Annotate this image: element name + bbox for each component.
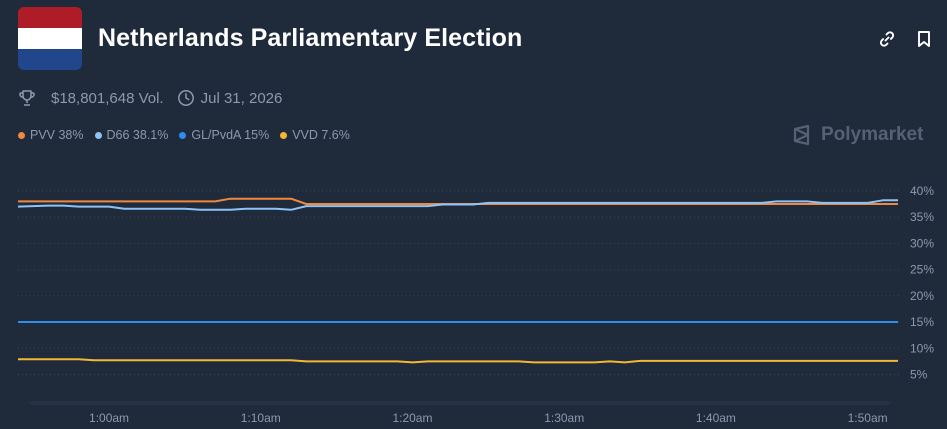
flag-stripe-red xyxy=(18,7,82,28)
clock-icon xyxy=(177,89,195,107)
legend-label: PVV 38% xyxy=(30,128,84,142)
legend-label: VVD 7.6% xyxy=(292,128,350,142)
polymarket-brand: Polymarket xyxy=(791,124,923,146)
x-tick-label: 1:40am xyxy=(696,411,736,425)
legend-dot xyxy=(179,131,187,139)
series-line-vvd xyxy=(18,358,898,364)
end-date-text: Jul 31, 2026 xyxy=(200,89,283,107)
y-tick-label: 25% xyxy=(910,263,934,277)
flag-stripe-white xyxy=(18,28,82,49)
y-tick-label: 20% xyxy=(910,289,934,303)
y-tick-label: 40% xyxy=(910,184,934,198)
chart-scrollbar[interactable] xyxy=(30,401,890,405)
y-axis-ticks: 40% 35% 30% 25% 20% 15% 10% 5% xyxy=(910,184,934,382)
series-line-d66 xyxy=(17,199,898,211)
x-axis-ticks: 1:00am 1:10am 1:20am 1:30am 1:40am 1:50am xyxy=(89,411,888,425)
legend-dot xyxy=(94,131,102,139)
x-tick-label: 1:10am xyxy=(241,411,281,425)
x-tick-label: 1:30am xyxy=(544,411,584,425)
y-tick-label: 35% xyxy=(910,210,934,224)
legend-item-d66: D66 38.1% xyxy=(94,128,169,142)
page-title: Netherlands Parliamentary Election xyxy=(98,24,523,52)
volume-text: $18,801,648 Vol. xyxy=(51,89,164,107)
legend-item-vvd: VVD 7.6% xyxy=(280,128,350,142)
y-tick-label: 30% xyxy=(910,236,934,250)
market-meta: $18,801,648 Vol. Jul 31, 2026 xyxy=(18,88,282,108)
legend-label: GL/PvdA 15% xyxy=(191,128,270,142)
legend-dot xyxy=(280,131,288,139)
flag-stripe-blue xyxy=(18,49,82,70)
trophy-icon xyxy=(18,89,36,107)
bookmark-icon[interactable] xyxy=(914,29,934,49)
x-tick-label: 1:50am xyxy=(848,411,888,425)
legend-item-pvv: PVV 38% xyxy=(18,128,84,142)
chart-grid xyxy=(18,190,900,376)
polymarket-logo-icon xyxy=(793,124,810,146)
chart-series xyxy=(17,197,898,364)
legend-dot xyxy=(18,131,25,139)
x-tick-label: 1:20am xyxy=(392,411,432,425)
series-line-pvv xyxy=(18,197,898,205)
chart-legend: PVV 38% D66 38.1% GL/PvdA 15% VVD 7.6% xyxy=(18,128,361,142)
legend-item-gl-pvda: GL/PvdA 15% xyxy=(179,128,269,142)
brand-name: Polymarket xyxy=(821,124,924,145)
legend-label: D66 38.1% xyxy=(106,128,169,142)
link-icon[interactable] xyxy=(877,29,897,49)
y-tick-label: 5% xyxy=(910,368,928,382)
y-tick-label: 10% xyxy=(910,341,934,355)
x-tick-label: 1:00am xyxy=(89,411,129,425)
y-tick-label: 15% xyxy=(910,315,934,329)
netherlands-flag xyxy=(18,7,82,70)
